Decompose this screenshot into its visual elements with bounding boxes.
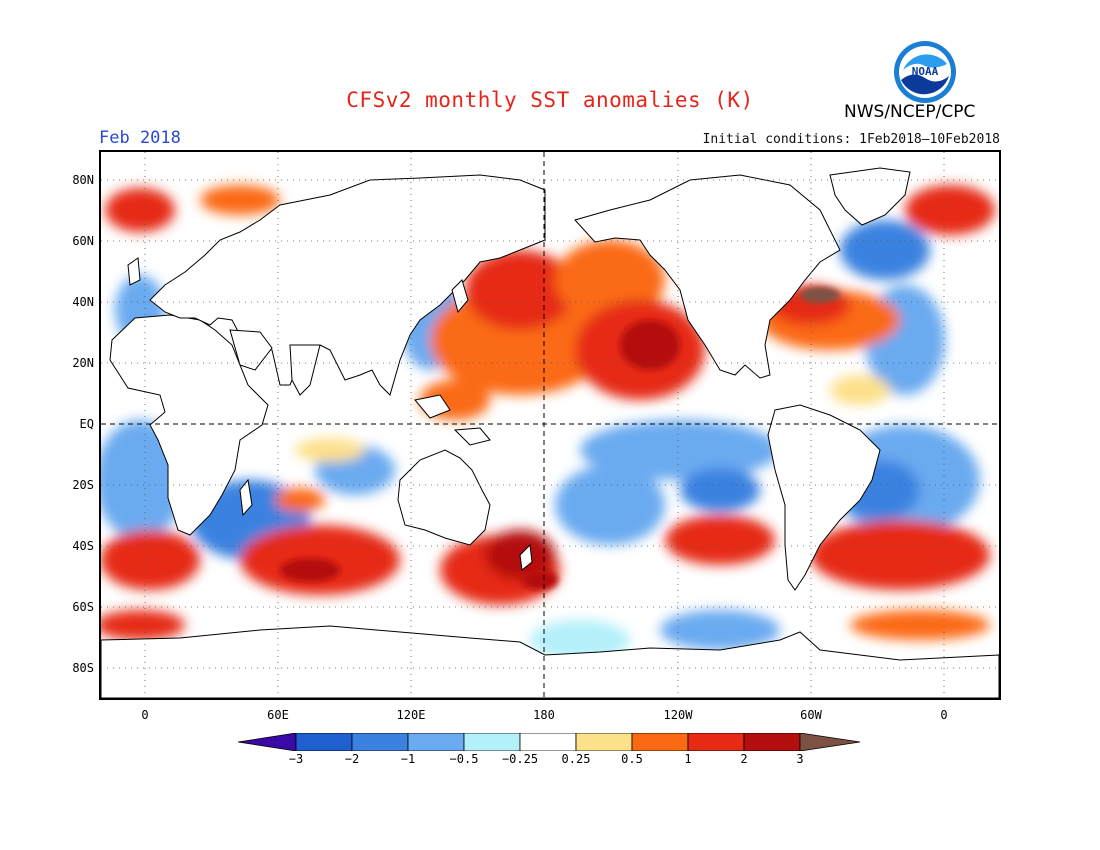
colorbar-label-minus-3: −3 [288,752,304,766]
lat-label-20n: 20N [72,356,94,370]
colorbar-segment-minus-0.5-to-minus-0.25 [463,733,521,751]
noaa-logo: NOAA [894,41,956,103]
colorbar-label-0.25: 0.25 [561,752,591,766]
colorbar-segment-minus-1-to-minus-0.5 [407,733,465,751]
colorbar-segment-0.25-to-0.5 [575,733,633,751]
lat-label-20s: 20S [72,478,94,492]
colorbar-segment-below-minus-3 [238,733,297,751]
lon-label-180: 180 [533,708,555,722]
lat-label-60n: 60N [72,234,94,248]
lon-label-120e: 120E [396,708,426,722]
continent-north-america [574,174,841,379]
continent-greenland [829,167,911,226]
chart-title: CFSv2 monthly SST anomalies (K) [346,88,754,112]
colorbar-label-minus-2: −2 [344,752,360,766]
colorbar-segment-above-3 [799,733,861,751]
lat-label-40n: 40N [72,295,94,309]
initial-conditions: Initial conditions: 1Feb2018–10Feb2018 [702,132,1000,147]
lat-label-80n: 80N [72,173,94,187]
colorbar-segment-0.5-to-1 [631,733,689,751]
lon-label-0-east: 0 [940,708,948,722]
colorbar-segment-minus-2-to-minus-1 [351,733,409,751]
map-grid [101,152,999,698]
continent-south-america [767,404,881,591]
lon-label-120w: 120W [663,708,693,722]
colorbar-label-minus-0.5: −0.5 [449,752,479,766]
sst-anomaly-map [99,150,1001,700]
continent-australia [397,449,491,546]
forecast-month: Feb 2018 [99,128,181,148]
colorbar-label-2: 2 [740,752,748,766]
continent-africa [109,314,269,536]
colorbar-segment-2-to-3 [743,733,801,751]
colorbar-label-3: 3 [796,752,804,766]
lat-label-80s: 80S [72,661,94,675]
continent-antarctica [101,625,999,698]
lon-label-0-west: 0 [141,708,149,722]
lat-label-60s: 60S [72,600,94,614]
colorbar-segment-1-to-2 [687,733,745,751]
lat-label-eq: EQ [79,417,94,431]
anomaly-north-atlantic-subpolar-cool [840,220,930,280]
map-canvas [101,152,999,698]
lon-label-60e: 60E [267,708,289,722]
coastlines [101,167,999,698]
lat-label-40s: 40S [72,539,94,553]
colorbar-label-minus-1: −1 [400,752,416,766]
anomaly-equatorial-pacific-cool [580,420,780,480]
colorbar-segment-minus-3-to-minus-2 [295,733,353,751]
colorbar-label-0.5: 0.5 [621,752,643,766]
colorbar [238,733,861,751]
noaa-logo-text: NOAA [912,65,939,78]
colorbar-segment-neutral [519,733,577,751]
colorbar-label-1: 1 [684,752,692,766]
lon-label-60w: 60W [800,708,822,722]
colorbar-label-minus-0.25: −0.25 [501,752,539,766]
agency-name: NWS/NCEP/CPC [844,102,976,122]
anomaly-southern-ocean-warm [101,530,200,590]
